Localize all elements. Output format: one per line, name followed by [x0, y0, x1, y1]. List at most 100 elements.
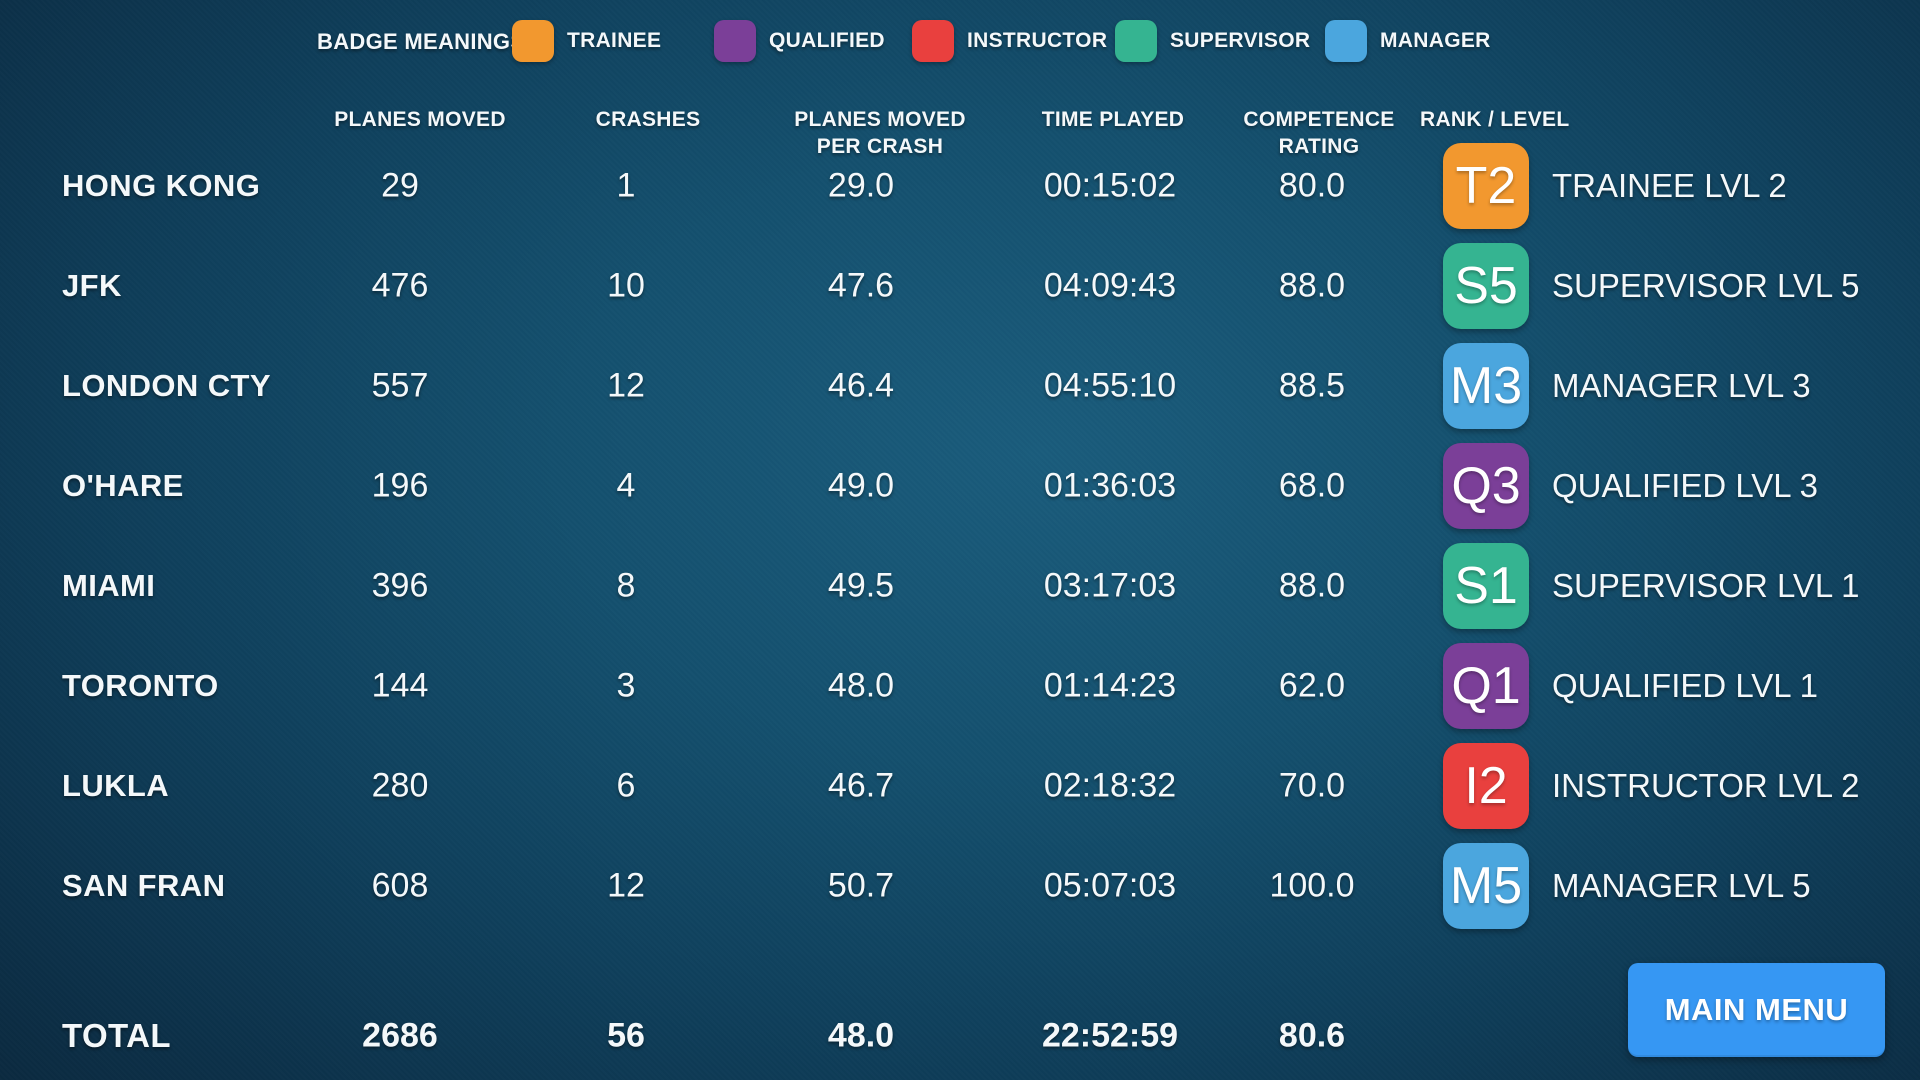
competence-value: 88.0 [1278, 566, 1346, 605]
planes-per-crash-value: 48.0 [827, 666, 895, 705]
rank-label: MANAGER LVL 3 [1552, 367, 1811, 404]
legend-item-instructor: INSTRUCTOR [912, 20, 1107, 62]
instructor-badge-swatch-icon [912, 20, 954, 62]
rank-badge: M5 [1443, 843, 1529, 929]
table-row-san-fran: SAN FRAN 608 12 50.7 05:07:03 100.0 M5 M… [0, 836, 1920, 936]
rank-label: SUPERVISOR LVL 5 [1552, 267, 1860, 304]
planes-per-crash-value: 49.0 [827, 466, 895, 505]
total-label: TOTAL [62, 1017, 171, 1054]
legend-label: SUPERVISOR [1170, 29, 1311, 52]
total-planes-per-crash-value: 48.0 [827, 1016, 895, 1055]
table-row-miami: MIAMI 396 8 49.5 03:17:03 88.0 S1 SUPERV… [0, 536, 1920, 636]
time-played-value: 04:55:10 [1043, 366, 1177, 405]
time-played-value: 04:09:43 [1043, 266, 1177, 305]
rank-badge: T2 [1443, 143, 1529, 229]
legend-label: TRAINEE [567, 29, 662, 52]
column-header-competence: COMPETENCE RATING [1243, 108, 1395, 158]
rank-label: SUPERVISOR LVL 1 [1552, 567, 1860, 604]
column-header-rank-level: RANK / LEVEL [1420, 108, 1570, 131]
planes-moved-value: 557 [371, 366, 429, 405]
rank-badge: M3 [1443, 343, 1529, 429]
total-planes-moved-value: 2686 [362, 1016, 438, 1055]
crashes-value: 4 [616, 466, 636, 505]
table-row-london-cty: LONDON CTY 557 12 46.4 04:55:10 88.5 M3 … [0, 336, 1920, 436]
planes-moved-value: 29 [381, 166, 419, 205]
rank-badge: S1 [1443, 543, 1529, 629]
column-header-planes-per-crash: PLANES MOVED PER CRASH [794, 108, 966, 158]
table-row-jfk: JFK 476 10 47.6 04:09:43 88.0 S5 SUPERVI… [0, 236, 1920, 336]
crashes-value: 1 [616, 166, 636, 205]
legend-item-manager: MANAGER [1325, 20, 1491, 62]
airport-name: MIAMI [62, 568, 156, 603]
legend-label: INSTRUCTOR [967, 29, 1108, 52]
table-row-lukla: LUKLA 280 6 46.7 02:18:32 70.0 I2 INSTRU… [0, 736, 1920, 836]
rank-badge: Q1 [1443, 643, 1529, 729]
competence-value: 80.0 [1278, 166, 1346, 205]
crashes-value: 12 [607, 866, 645, 905]
planes-moved-value: 396 [371, 566, 429, 605]
crashes-value: 6 [616, 766, 636, 805]
time-played-value: 02:18:32 [1043, 766, 1177, 805]
airport-name: LONDON CTY [62, 368, 271, 403]
competence-value: 62.0 [1278, 666, 1346, 705]
competence-value: 88.5 [1278, 366, 1346, 405]
qualified-badge-swatch-icon [714, 20, 756, 62]
column-header-planes-moved: PLANES MOVED [334, 108, 506, 131]
column-header-crashes: CRASHES [595, 108, 701, 131]
planes-per-crash-value: 50.7 [827, 866, 895, 905]
airport-name: HONG KONG [62, 168, 261, 203]
airport-name: LUKLA [62, 768, 170, 803]
airport-name: SAN FRAN [62, 868, 226, 903]
planes-per-crash-value: 29.0 [827, 166, 895, 205]
competence-value: 70.0 [1278, 766, 1346, 805]
total-crashes-value: 56 [607, 1016, 645, 1055]
airport-name: O'HARE [62, 468, 184, 503]
legend-item-qualified: QUALIFIED [714, 20, 885, 62]
table-row-ohare: O'HARE 196 4 49.0 01:36:03 68.0 Q3 QUALI… [0, 436, 1920, 536]
rank-label: INSTRUCTOR LVL 2 [1552, 767, 1860, 804]
main-menu-button[interactable]: MAIN MENU [1628, 963, 1885, 1057]
rank-label: MANAGER LVL 5 [1552, 867, 1811, 904]
table-row-toronto: TORONTO 144 3 48.0 01:14:23 62.0 Q1 QUAL… [0, 636, 1920, 736]
manager-badge-swatch-icon [1325, 20, 1367, 62]
time-played-value: 01:14:23 [1043, 666, 1177, 705]
competence-value: 100.0 [1269, 866, 1355, 905]
legend-item-supervisor: SUPERVISOR [1115, 20, 1310, 62]
rank-badge: I2 [1443, 743, 1529, 829]
legend-item-trainee: TRAINEE [512, 20, 661, 62]
competence-value: 88.0 [1278, 266, 1346, 305]
crashes-value: 12 [607, 366, 645, 405]
column-header-time-played: TIME PLAYED [1041, 108, 1185, 131]
rank-label: QUALIFIED LVL 3 [1552, 467, 1818, 504]
legend-title: BADGE MEANINGS: [317, 29, 533, 54]
total-competence-value: 80.6 [1278, 1016, 1346, 1055]
time-played-value: 05:07:03 [1043, 866, 1177, 905]
table-row-total: TOTAL 2686 56 48.0 22:52:59 80.6 [0, 1011, 1920, 1061]
planes-moved-value: 608 [371, 866, 429, 905]
planes-moved-value: 280 [371, 766, 429, 805]
planes-moved-value: 144 [371, 666, 429, 705]
legend-label: QUALIFIED [769, 29, 885, 52]
planes-moved-value: 476 [371, 266, 429, 305]
planes-per-crash-value: 46.7 [827, 766, 895, 805]
crashes-value: 3 [616, 666, 636, 705]
time-played-value: 00:15:02 [1043, 166, 1177, 205]
rank-badge: Q3 [1443, 443, 1529, 529]
airport-name: JFK [62, 268, 122, 303]
airport-name: TORONTO [62, 668, 219, 703]
planes-per-crash-value: 47.6 [827, 266, 895, 305]
planes-moved-value: 196 [371, 466, 429, 505]
time-played-value: 03:17:03 [1043, 566, 1177, 605]
legend-label: MANAGER [1380, 29, 1491, 52]
rank-label: QUALIFIED LVL 1 [1552, 667, 1818, 704]
planes-per-crash-value: 46.4 [827, 366, 895, 405]
crashes-value: 8 [616, 566, 636, 605]
table-row-hong-kong: HONG KONG 29 1 29.0 00:15:02 80.0 T2 TRA… [0, 136, 1920, 236]
planes-per-crash-value: 49.5 [827, 566, 895, 605]
trainee-badge-swatch-icon [512, 20, 554, 62]
supervisor-badge-swatch-icon [1115, 20, 1157, 62]
total-time-played-value: 22:52:59 [1041, 1016, 1179, 1055]
competence-value: 68.0 [1278, 466, 1346, 505]
time-played-value: 01:36:03 [1043, 466, 1177, 505]
